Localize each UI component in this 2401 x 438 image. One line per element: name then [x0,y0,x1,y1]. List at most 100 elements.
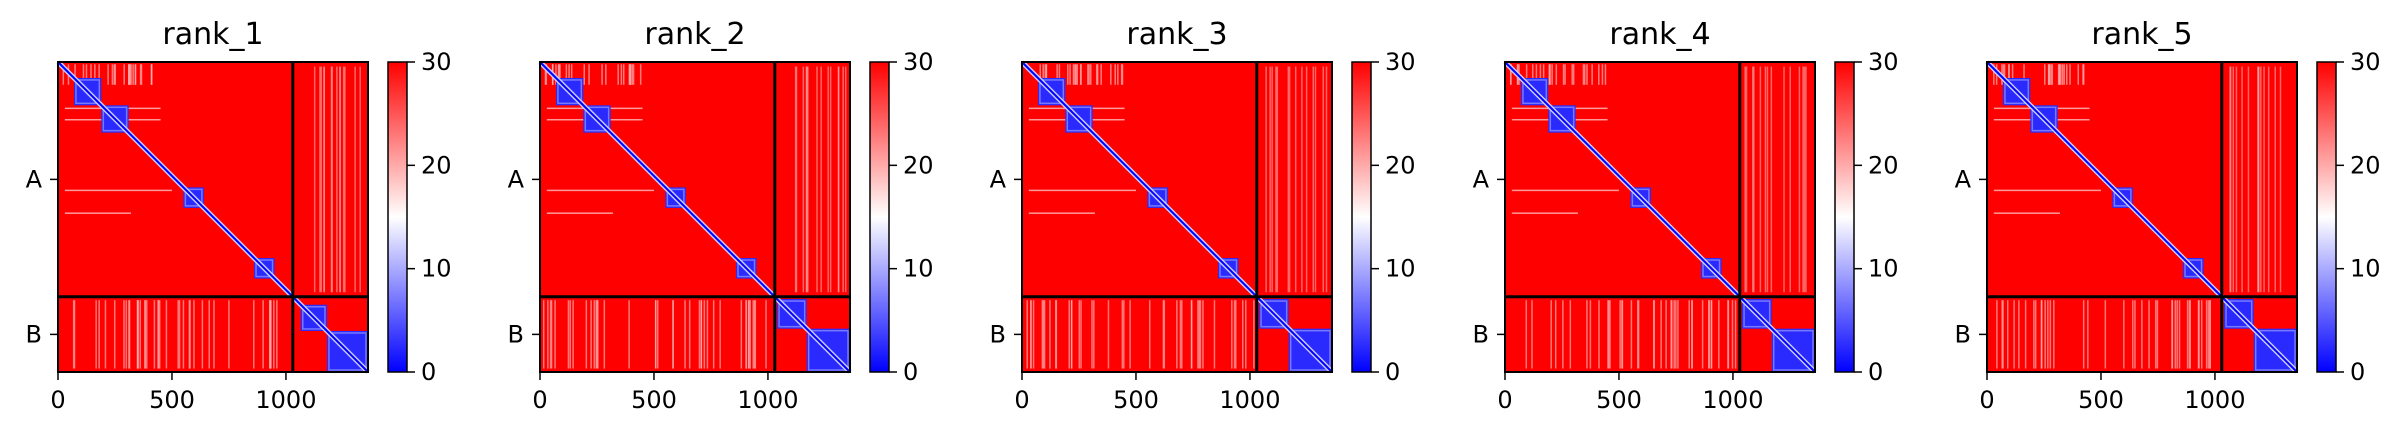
heatmap-texture [2051,64,2054,85]
chart-title: rank_4 [1609,17,1710,52]
heatmap-block-edge [302,306,326,330]
heatmap-texture [795,66,798,293]
heatmap-texture [628,300,630,369]
heatmap-texture [2209,300,2212,369]
heatmap-texture [2048,64,2051,85]
heatmap-texture [1120,64,1123,85]
heatmap-texture [1710,300,1712,369]
heatmap-texture [1548,64,1551,85]
heatmap-texture [1770,66,1773,293]
heatmap-texture [95,300,97,369]
heatmap-block-edge [2254,329,2296,371]
heatmap-texture [359,66,361,293]
heatmap-texture [2198,300,2200,369]
x-tick-label: 1000 [1702,386,1763,414]
heatmap-texture [656,300,659,369]
heatmap-texture [572,300,574,369]
heatmap-texture [1095,64,1098,85]
heatmap-texture [1294,66,1297,293]
heatmap-texture [1598,64,1600,85]
heatmap-texture [90,64,92,85]
heatmap-texture [354,66,356,293]
heatmap-texture [1783,66,1785,293]
heatmap-texture [1731,300,1734,369]
heatmap-texture [123,300,125,369]
heatmap-texture [262,300,264,369]
heatmap-texture [1026,300,1028,369]
x-tick-label: 1000 [737,386,798,414]
heatmap-texture [583,64,586,85]
heatmap-texture [2141,300,2143,369]
heatmap-texture [1028,189,1136,192]
heatmap-texture [157,300,160,369]
heatmap-texture [1637,300,1640,369]
heatmap-block-edge [2184,259,2203,278]
heatmap-texture [1078,300,1081,369]
heatmap-texture [1665,300,1667,369]
x-tick-label: 1000 [2184,386,2245,414]
heatmap-texture [1660,300,1662,369]
x-tick-label: 0 [50,386,65,414]
heatmap-block-edge [1066,106,1092,132]
heatmap-texture [2241,66,2243,293]
heatmap-texture [1550,300,1552,369]
heatmap-texture [593,300,596,369]
y-tick-label: B [1473,320,1489,348]
heatmap-texture [320,66,323,293]
heatmap-texture [585,300,588,369]
y-tick-label: A [1955,165,1972,193]
heatmap-texture [1045,64,1048,85]
heatmap-texture [2040,300,2043,369]
heatmap-texture [2257,66,2259,293]
heatmap-texture [1803,66,1806,293]
heatmap-texture [837,66,840,293]
heatmap-texture [134,64,137,85]
heatmap-texture [1535,64,1538,85]
heatmap-texture [1718,300,1720,369]
heatmap-texture [82,64,85,85]
heatmap-texture [1677,300,1679,369]
x-tick-label: 1000 [1219,386,1280,414]
heatmap-texture [706,300,709,369]
heatmap-texture [2050,64,2052,85]
heatmap-texture [1993,212,2060,214]
heatmap-texture [1042,64,1044,85]
heatmap-texture [107,64,109,85]
heatmap-texture [2034,300,2037,369]
heatmap-texture [631,64,633,85]
heatmap-texture [2189,300,2192,369]
x-tick-label: 500 [2078,386,2124,414]
heatmap-texture [2258,66,2260,293]
heatmap-texture [1287,66,1290,293]
heatmap-texture [2087,300,2089,369]
colorbar [387,61,408,373]
heatmap-texture [806,66,808,293]
plot-frame [1021,61,1333,373]
heatmap-texture [570,64,573,85]
heatmap-texture [1179,300,1182,369]
x-tick-label: 0 [1497,386,1512,414]
heatmap-block-edge [2004,79,2030,105]
heatmap-texture [1288,66,1291,293]
heatmap-texture [816,66,818,293]
colorbar-tick-label: 30 [421,48,452,76]
heatmap-texture [1049,300,1051,369]
x-tick-label: 1000 [255,386,316,414]
heatmap-texture [802,66,805,293]
heatmap-texture [2154,300,2157,369]
heatmap-texture [2176,300,2178,369]
heatmap-texture [639,64,642,85]
heatmap-texture [700,300,703,369]
heatmap-texture [1675,300,1677,369]
heatmap-texture [2077,64,2080,85]
heatmap-texture [590,300,592,369]
heatmap-texture [719,300,721,369]
heatmap-texture [139,64,142,85]
heatmap-texture [550,300,553,369]
heatmap-texture [557,64,560,85]
y-tick-label: A [990,165,1007,193]
heatmap-texture [189,300,191,369]
heatmap-texture [1571,64,1573,85]
heatmap-texture [62,64,65,85]
heatmap-texture [208,300,210,369]
